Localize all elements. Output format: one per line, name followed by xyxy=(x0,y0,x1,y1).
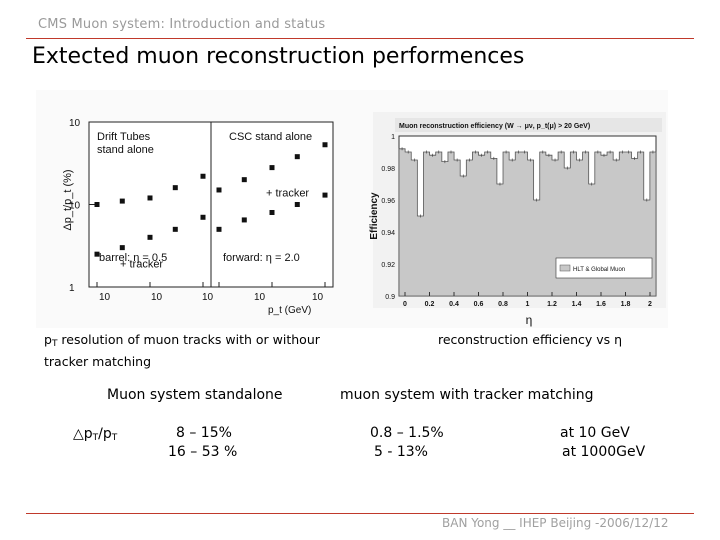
eff-y-tick-label: 0.92 xyxy=(381,262,395,269)
row-label-delta: △p xyxy=(73,426,93,442)
eff-x-tick-label: 0 xyxy=(403,301,407,308)
data-point xyxy=(200,173,206,179)
value-tracker-low: 0.8 – 1.5% xyxy=(370,425,444,441)
value-standalone-high: 16 – 53 % xyxy=(168,444,238,460)
data-point xyxy=(241,217,247,223)
chart-area: 10 10 1 Δp_t/p_t (%) Drift Tubes stand alone b… xyxy=(36,90,668,328)
efficiency-legend-swatch xyxy=(559,264,571,272)
panel-region-label: forward: η = 2.0 xyxy=(223,252,300,264)
eff-x-tick-label: 0.8 xyxy=(498,301,508,308)
data-point xyxy=(216,187,222,193)
eff-y-tick-label: 1 xyxy=(391,134,395,141)
caption-rest: resolution of muon tracks with or withou… xyxy=(44,332,320,369)
y-tick-label: 1 xyxy=(69,283,75,294)
caption-p: p xyxy=(44,332,52,347)
resolution-xlabel: p_t (GeV) xyxy=(268,305,311,316)
panel-region-label: barrel: η = 0.5 xyxy=(99,252,167,264)
data-point xyxy=(269,165,275,171)
resolution-ylabel: Δp_t/p_t (%) xyxy=(62,169,74,230)
efficiency-ylabel: Efficiency xyxy=(369,192,380,240)
caption-resolution: pT resolution of muon tracks with or wit… xyxy=(44,331,344,371)
efficiency-legend-text: HLT & Global Muon xyxy=(573,267,625,273)
x-tick-label: 10 xyxy=(254,292,266,303)
data-point xyxy=(147,234,153,240)
data-point xyxy=(216,226,222,232)
data-point xyxy=(119,245,125,251)
row-label-resolution: △pT/pT xyxy=(73,426,117,443)
caption-sub: T xyxy=(51,339,58,349)
data-point xyxy=(119,198,125,204)
panel-label-line1: Drift Tubes xyxy=(97,131,151,143)
slide-footer: BAN Yong __ IHEP Beijing -2006/12/12 xyxy=(442,516,669,530)
value-standalone-low: 8 – 15% xyxy=(176,425,232,441)
y-tick-label: 10 xyxy=(69,118,81,129)
tracker-series-label: + tracker xyxy=(120,258,163,270)
panel-label-line2: stand alone xyxy=(97,144,154,156)
data-point xyxy=(172,185,178,191)
header-tracker: muon system with tracker matching xyxy=(340,387,594,403)
eff-x-tick-label: 2 xyxy=(648,301,652,308)
data-point xyxy=(322,142,328,148)
eff-y-tick-label: 0.9 xyxy=(385,294,395,301)
slide-title: Extected muon reconstruction performence… xyxy=(32,44,525,69)
eff-x-tick-label: 1.2 xyxy=(547,301,557,308)
efficiency-title-bg xyxy=(395,118,662,132)
x-tick-label: 10 xyxy=(202,292,214,303)
top-divider xyxy=(26,38,694,39)
bottom-divider xyxy=(26,513,694,514)
data-point xyxy=(322,192,328,198)
panel-label-line1: CSC stand alone xyxy=(229,131,312,143)
row-label-sub2: T xyxy=(111,433,118,443)
eff-x-tick-label: 1.8 xyxy=(621,301,631,308)
eff-x-tick-label: 0.6 xyxy=(474,301,484,308)
caption-efficiency: reconstruction efficiency vs η xyxy=(438,332,623,347)
y-tick-label: 10 xyxy=(69,201,81,212)
eff-y-tick-label: 0.94 xyxy=(381,230,395,237)
eff-y-tick-label: 0.96 xyxy=(381,198,395,205)
eff-y-tick-label: 0.98 xyxy=(381,166,395,173)
data-point xyxy=(269,209,275,215)
value-momentum-low: at 10 GeV xyxy=(560,425,630,441)
data-point xyxy=(294,154,300,160)
eff-x-tick-label: 1.6 xyxy=(596,301,606,308)
efficiency-legend-box xyxy=(555,257,653,279)
value-tracker-high: 5 - 13% xyxy=(374,444,428,460)
x-tick-label: 10 xyxy=(99,292,111,303)
eff-x-tick-label: 0.2 xyxy=(425,301,435,308)
efficiency-xlabel: η xyxy=(526,313,533,327)
slide-header: CMS Muon system: Introduction and status xyxy=(38,17,326,32)
data-point xyxy=(200,214,206,220)
data-point xyxy=(294,202,300,207)
data-point xyxy=(241,177,247,183)
row-label-sub1: T xyxy=(92,433,99,443)
value-momentum-high: at 1000GeV xyxy=(562,444,646,460)
efficiency-title: Muon reconstruction efficiency (W → μν, … xyxy=(399,123,590,130)
data-point xyxy=(94,202,100,207)
tracker-series-label: + tracker xyxy=(266,187,309,199)
eff-x-tick-label: 0.4 xyxy=(449,301,459,308)
x-tick-label: 10 xyxy=(312,292,324,303)
row-label-slash: /p xyxy=(98,426,112,442)
x-tick-label: 10 xyxy=(151,292,163,303)
header-standalone: Muon system standalone xyxy=(107,387,283,403)
eff-x-tick-label: 1.4 xyxy=(572,301,582,308)
data-point xyxy=(147,195,153,201)
eff-x-tick-label: 1 xyxy=(526,301,530,308)
data-point xyxy=(94,251,100,257)
data-point xyxy=(172,226,178,232)
